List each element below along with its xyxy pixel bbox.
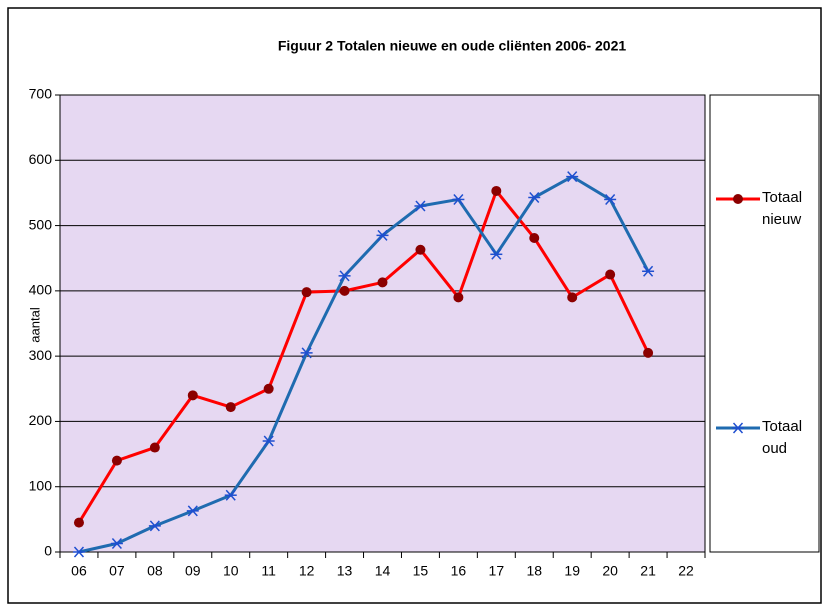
marker <box>377 277 388 288</box>
y-tick-label: 600 <box>29 151 53 167</box>
marker-stroke <box>567 171 578 183</box>
marker-stroke <box>415 200 426 212</box>
x-tick-label: 18 <box>526 563 542 579</box>
marker-stroke <box>529 191 540 204</box>
legend-label: Totaal oud <box>762 418 803 457</box>
y-tick-label: 100 <box>29 477 53 493</box>
marker-stroke <box>225 489 236 501</box>
marker <box>529 232 540 243</box>
marker <box>528 191 541 204</box>
marker-stroke <box>301 347 312 359</box>
marker <box>605 269 616 280</box>
x-tick-label: 11 <box>261 563 276 579</box>
marker <box>566 171 579 183</box>
y-tick-label: 200 <box>29 412 53 428</box>
marker-stroke <box>149 520 160 532</box>
marker-stroke <box>643 265 654 277</box>
series-line <box>77 189 650 524</box>
x-tick-label: 10 <box>223 563 239 579</box>
x-tick-label: 08 <box>147 563 163 579</box>
x-tick-label: 09 <box>185 563 201 579</box>
marker <box>491 185 502 196</box>
marker <box>415 244 426 255</box>
marker <box>110 538 123 550</box>
marker <box>642 265 655 277</box>
x-tick-label: 17 <box>489 563 505 579</box>
series-line <box>78 175 650 554</box>
y-tick-label: 0 <box>44 543 52 559</box>
marker <box>187 390 198 401</box>
marker <box>300 347 313 359</box>
marker-stroke <box>73 546 85 558</box>
marker <box>567 292 578 303</box>
x-tick-label: 07 <box>109 563 125 579</box>
marker <box>339 285 350 296</box>
y-tick-label: 400 <box>29 282 53 298</box>
marker-stroke <box>453 193 464 205</box>
legend-label: Totaal nieuw <box>762 189 803 228</box>
marker-stroke <box>187 505 198 517</box>
marker-stroke <box>732 422 744 434</box>
x-tick-label: 19 <box>564 563 580 579</box>
y-tick-label: 700 <box>29 86 53 102</box>
y-tick-label: 500 <box>29 216 53 232</box>
y-tick-label: 300 <box>29 347 53 363</box>
marker <box>452 193 465 205</box>
marker <box>732 422 744 434</box>
legend-box <box>709 94 820 553</box>
x-tick-label: 20 <box>602 563 618 579</box>
x-tick-label: 21 <box>640 563 656 579</box>
marker <box>148 520 161 532</box>
marker <box>301 287 312 298</box>
x-tick-label: 14 <box>375 563 391 579</box>
marker-stroke <box>377 229 388 241</box>
marker <box>225 402 236 413</box>
marker-stroke <box>339 270 350 282</box>
marker <box>338 270 351 282</box>
marker-stroke <box>605 193 616 205</box>
marker <box>604 193 617 205</box>
marker-stroke <box>491 248 502 260</box>
x-tick-label: 22 <box>678 563 694 579</box>
marker <box>490 248 503 260</box>
marker <box>414 200 427 212</box>
marker <box>224 489 237 501</box>
x-tick-label: 13 <box>337 563 353 579</box>
marker <box>73 517 84 528</box>
marker-stroke <box>263 435 274 447</box>
marker <box>453 292 464 303</box>
marker-stroke <box>111 538 122 550</box>
x-tick-label: 16 <box>451 563 467 579</box>
marker <box>376 229 389 241</box>
marker <box>111 455 122 466</box>
marker <box>186 505 199 517</box>
plot-area <box>59 94 706 553</box>
marker <box>262 435 275 447</box>
marker <box>149 442 160 453</box>
marker <box>72 546 85 558</box>
marker <box>733 194 743 204</box>
x-tick-label: 06 <box>71 563 87 579</box>
marker <box>643 347 654 358</box>
x-tick-label: 12 <box>299 563 315 579</box>
x-tick-label: 15 <box>413 563 429 579</box>
y-axis-label: aantal <box>27 307 42 343</box>
marker <box>263 383 274 394</box>
chart-title: Figuur 2 Totalen nieuwe en oude cliënten… <box>278 38 626 54</box>
